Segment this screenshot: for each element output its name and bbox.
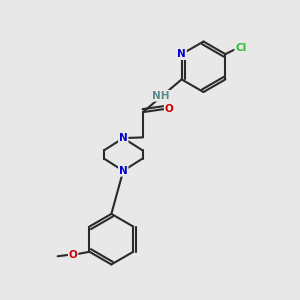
Text: N: N: [177, 49, 186, 59]
Text: NH: NH: [152, 91, 169, 101]
Text: Cl: Cl: [235, 43, 247, 53]
Text: O: O: [165, 104, 173, 114]
Text: O: O: [69, 250, 77, 260]
Text: N: N: [119, 166, 128, 176]
Text: N: N: [119, 133, 128, 143]
